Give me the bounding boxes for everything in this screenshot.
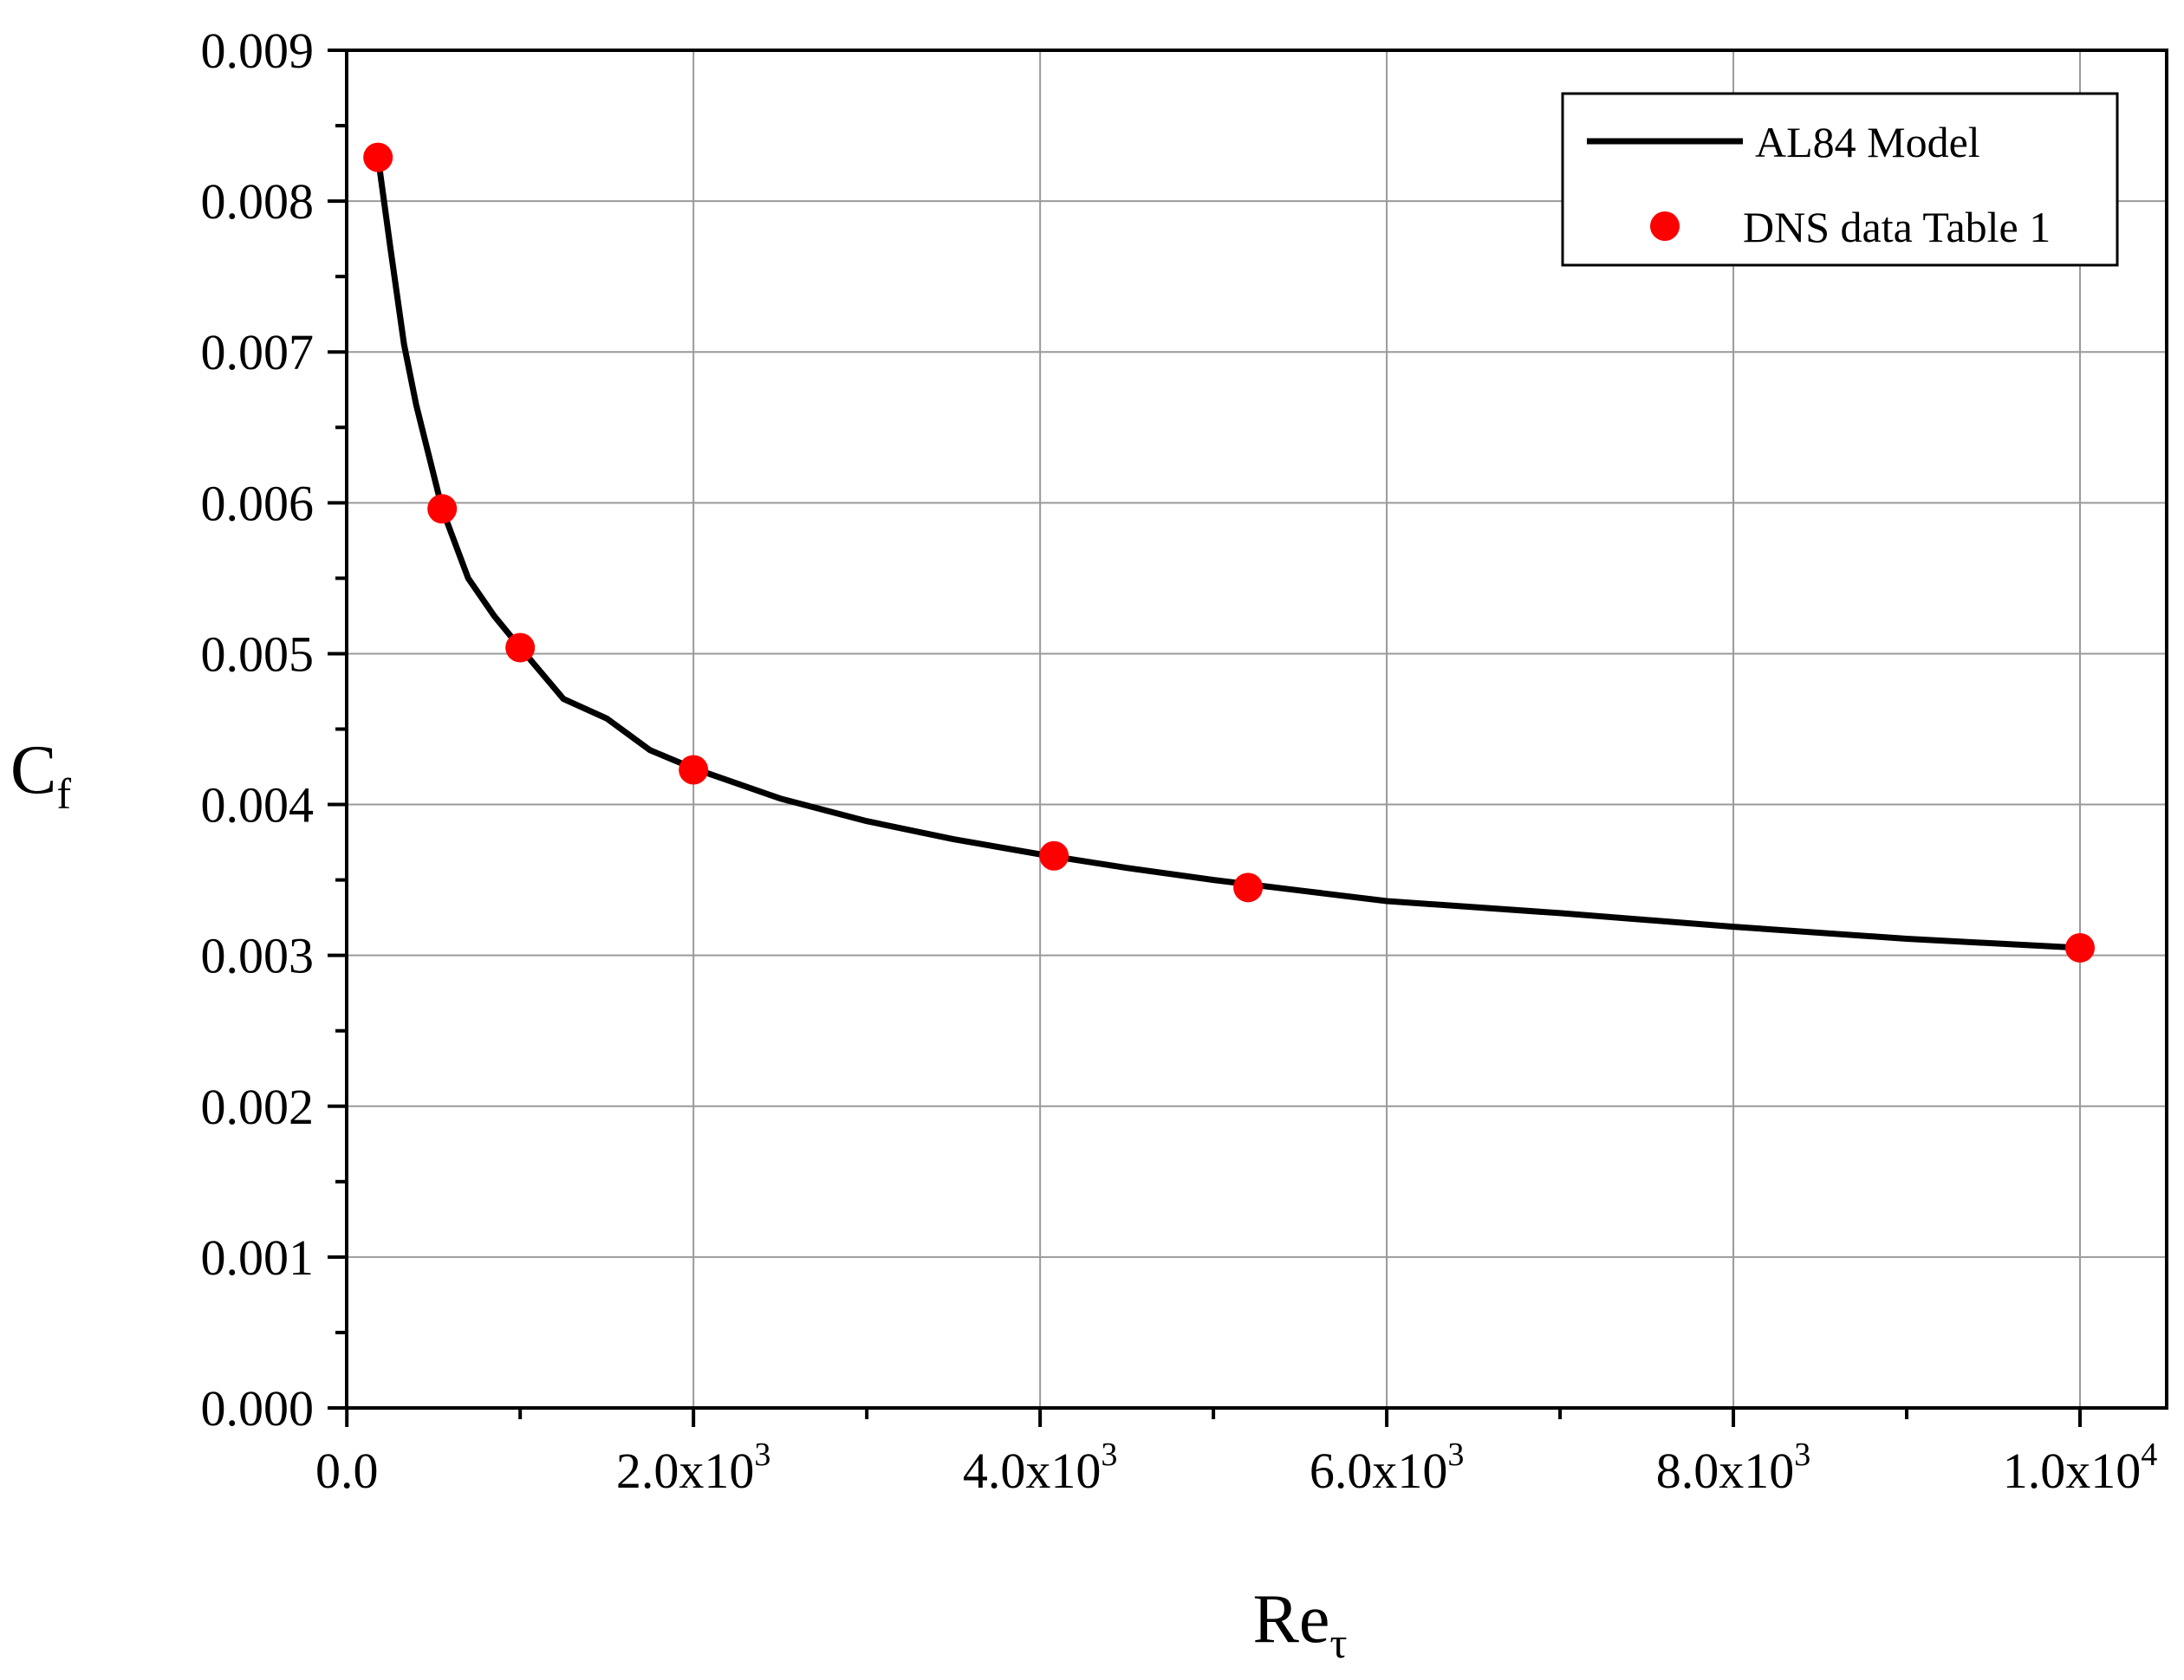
y-tick-label: 0.005: [201, 626, 315, 682]
dns-data-point: [1233, 872, 1264, 903]
dns-data-point: [427, 494, 458, 524]
y-tick-labels: 0.000 0.001 0.002 0.003 0.004 0.005 0.006 0.007…: [201, 23, 315, 1437]
x-tick-mantissa: 2.0x10: [616, 1443, 755, 1499]
x-tick-label: 2.0x103: [616, 1437, 771, 1499]
x-tick-label: 8.0x103: [1656, 1437, 1811, 1499]
dns-data-point: [679, 755, 709, 785]
y-tick-label: 0.007: [201, 324, 315, 380]
y-tick-label: 0.004: [201, 777, 315, 834]
al84-model-line: [374, 154, 2083, 951]
dns-data-point: [363, 142, 393, 172]
x-tick-label: 6.0x103: [1310, 1437, 1465, 1499]
x-tick-mantissa: 6.0x10: [1310, 1443, 1448, 1499]
x-axis-title-subscript: τ: [1329, 1618, 1347, 1667]
legend-entry-dns-data: DNS data Table 1: [1743, 203, 2051, 251]
y-axis-title-main: C: [10, 732, 56, 808]
x-tick-label: 4.0x103: [963, 1437, 1118, 1499]
x-tick-exponent: 3: [1447, 1437, 1464, 1473]
legend: AL84 Model DNS data Table 1: [1561, 92, 2119, 267]
legend-entry-al84-model: AL84 Model: [1755, 118, 1980, 166]
x-tick-exponent: 3: [754, 1437, 770, 1473]
x-tick-exponent: 3: [1101, 1437, 1117, 1473]
axis-ticks: [328, 49, 2083, 1427]
y-tick-label: 0.009: [201, 23, 315, 79]
y-tick-label: 0.000: [201, 1380, 315, 1437]
x-tick-exponent: 4: [2141, 1437, 2157, 1473]
x-tick-mantissa: 0.0: [315, 1443, 379, 1499]
y-tick-label: 0.001: [201, 1229, 315, 1286]
series-al84-model: [374, 154, 2083, 951]
dns-data-point: [505, 632, 536, 663]
x-tick-mantissa: 8.0x10: [1656, 1443, 1795, 1499]
x-axis-title-main: Re: [1253, 1581, 1330, 1657]
y-tick-label: 0.008: [201, 173, 315, 230]
x-axis-title: Reτ: [1253, 1581, 1348, 1667]
x-tick-label: 0.0: [315, 1443, 379, 1499]
x-tick-mantissa: 1.0x10: [2003, 1443, 2142, 1499]
x-tick-label: 1.0x104: [2003, 1437, 2158, 1499]
legend-swatch-dot: [1650, 211, 1680, 241]
x-tick-labels: 0.0 2.0x103 4.0x103 6.0x103 8.0x103 1.0x104: [315, 1437, 2157, 1499]
y-tick-label: 0.003: [201, 928, 315, 984]
y-axis-title-subscript: f: [56, 769, 71, 818]
series-dns-data: [363, 142, 2096, 963]
y-tick-label: 0.002: [201, 1079, 315, 1135]
x-tick-exponent: 3: [1794, 1437, 1810, 1473]
dns-data-point: [1039, 840, 1069, 871]
y-axis-title: Cf: [10, 732, 71, 818]
x-tick-mantissa: 4.0x10: [963, 1443, 1102, 1499]
dns-data-point: [2065, 932, 2096, 963]
y-tick-label: 0.006: [201, 475, 315, 531]
